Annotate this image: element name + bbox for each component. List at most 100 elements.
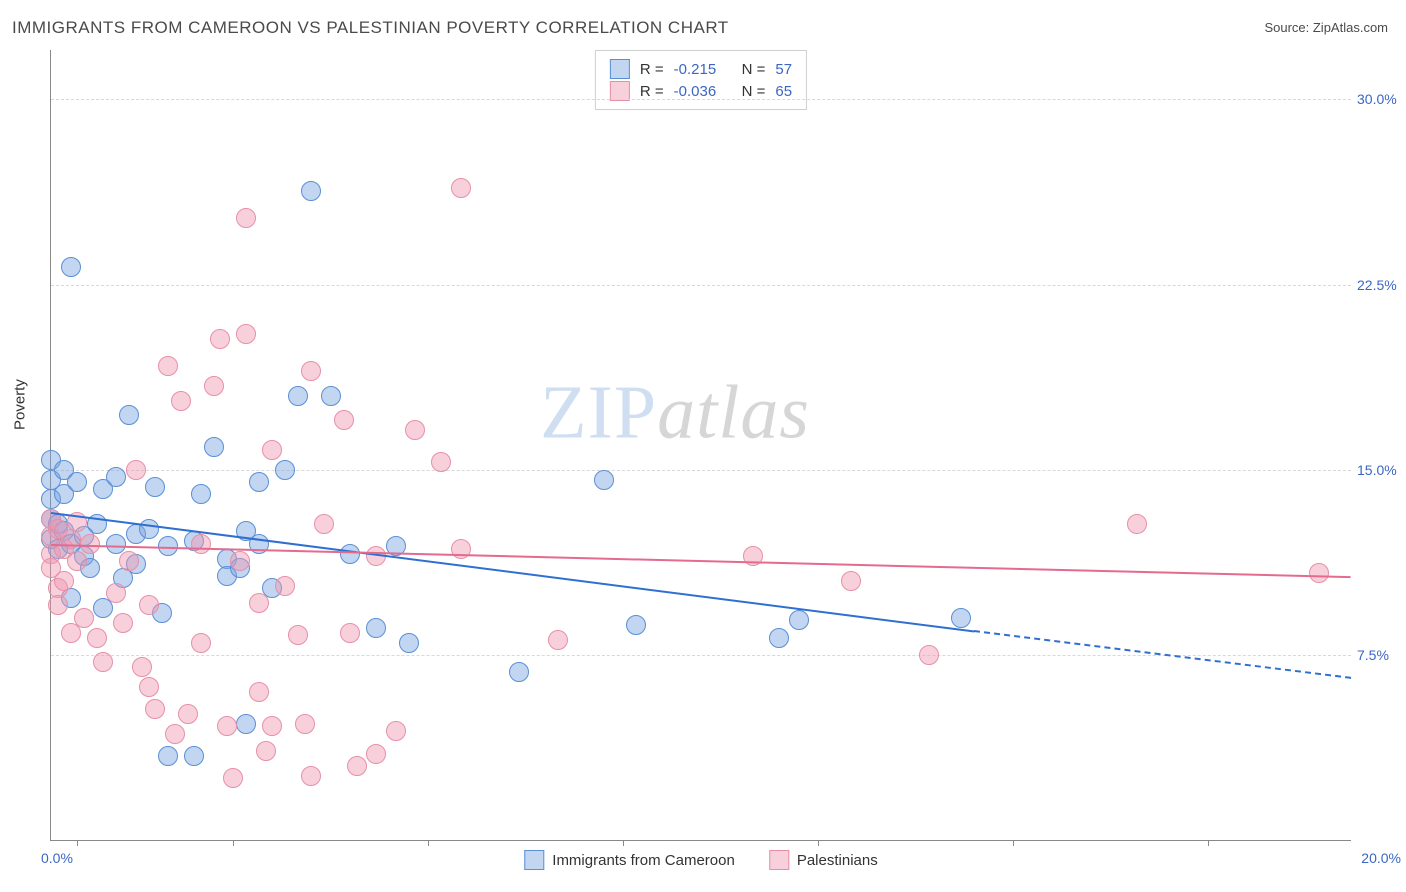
- data-point: [191, 534, 211, 554]
- data-point: [789, 610, 809, 630]
- data-point: [509, 662, 529, 682]
- data-point: [451, 178, 471, 198]
- scatter-plot-area: ZIPatlas R =-0.215N =57R =-0.036N =65 0.…: [50, 50, 1351, 841]
- data-point: [951, 608, 971, 628]
- data-point: [54, 571, 74, 591]
- data-point: [841, 571, 861, 591]
- data-point: [210, 329, 230, 349]
- data-point: [405, 420, 425, 440]
- data-point: [301, 181, 321, 201]
- data-point: [301, 766, 321, 786]
- data-point: [1309, 563, 1329, 583]
- series-legend-label: Palestinians: [797, 852, 878, 869]
- data-point: [204, 376, 224, 396]
- data-point: [301, 361, 321, 381]
- data-point: [139, 595, 159, 615]
- legend-row: R = -0.215 N = 57: [610, 59, 792, 79]
- data-point: [217, 716, 237, 736]
- legend-swatch: [610, 81, 630, 101]
- data-point: [236, 208, 256, 228]
- data-point: [158, 356, 178, 376]
- data-point: [48, 595, 68, 615]
- x-tick: [1208, 840, 1209, 846]
- data-point: [1127, 514, 1147, 534]
- data-point: [106, 534, 126, 554]
- data-point: [386, 721, 406, 741]
- data-point: [184, 746, 204, 766]
- y-axis-label: Poverty: [12, 379, 29, 430]
- data-point: [249, 682, 269, 702]
- data-point: [191, 633, 211, 653]
- legend-swatch: [610, 59, 630, 79]
- data-point: [594, 470, 614, 490]
- data-point: [626, 615, 646, 635]
- gridline: [51, 655, 1351, 656]
- data-point: [769, 628, 789, 648]
- legend-r-value: -0.215: [674, 61, 732, 78]
- data-point: [67, 551, 87, 571]
- data-point: [145, 477, 165, 497]
- legend-swatch: [524, 850, 544, 870]
- data-point: [236, 714, 256, 734]
- x-tick: [428, 840, 429, 846]
- legend-n-value: 65: [775, 83, 792, 100]
- data-point: [340, 623, 360, 643]
- x-tick: [818, 840, 819, 846]
- legend-n-label: N =: [742, 61, 766, 78]
- data-point: [119, 405, 139, 425]
- x-tick: [1013, 840, 1014, 846]
- data-point: [80, 534, 100, 554]
- data-point: [191, 484, 211, 504]
- data-point: [288, 625, 308, 645]
- gridline: [51, 99, 1351, 100]
- data-point: [171, 391, 191, 411]
- data-point: [165, 724, 185, 744]
- trend-line: [51, 512, 974, 632]
- legend-n-label: N =: [742, 83, 766, 100]
- watermark-part1: ZIP: [540, 371, 657, 455]
- data-point: [275, 460, 295, 480]
- y-tick-label: 7.5%: [1357, 647, 1406, 663]
- legend-r-value: -0.036: [674, 83, 732, 100]
- y-tick-label: 15.0%: [1357, 462, 1406, 478]
- data-point: [67, 472, 87, 492]
- data-point: [275, 576, 295, 596]
- x-tick: [77, 840, 78, 846]
- data-point: [295, 714, 315, 734]
- data-point: [132, 657, 152, 677]
- data-point: [145, 699, 165, 719]
- legend-r-label: R =: [640, 61, 664, 78]
- data-point: [919, 645, 939, 665]
- data-point: [334, 410, 354, 430]
- data-point: [366, 744, 386, 764]
- data-point: [249, 593, 269, 613]
- data-point: [249, 472, 269, 492]
- legend-n-value: 57: [775, 61, 792, 78]
- data-point: [139, 677, 159, 697]
- source-attribution: Source: ZipAtlas.com: [1264, 20, 1388, 35]
- watermark: ZIPatlas: [540, 370, 810, 457]
- legend-swatch: [769, 850, 789, 870]
- gridline: [51, 470, 1351, 471]
- x-tick: [233, 840, 234, 846]
- data-point: [119, 551, 139, 571]
- data-point: [230, 551, 250, 571]
- data-point: [347, 756, 367, 776]
- data-point: [399, 633, 419, 653]
- data-point: [262, 716, 282, 736]
- data-point: [256, 741, 276, 761]
- data-point: [340, 544, 360, 564]
- series-legend-item: Palestinians: [769, 850, 878, 870]
- data-point: [106, 583, 126, 603]
- data-point: [548, 630, 568, 650]
- series-legend: Immigrants from Cameroon Palestinians: [524, 850, 877, 870]
- y-tick-label: 30.0%: [1357, 91, 1406, 107]
- data-point: [158, 746, 178, 766]
- data-point: [236, 324, 256, 344]
- data-point: [178, 704, 198, 724]
- legend-r-label: R =: [640, 83, 664, 100]
- data-point: [314, 514, 334, 534]
- x-axis-min-label: 0.0%: [41, 850, 73, 866]
- series-legend-label: Immigrants from Cameroon: [552, 852, 735, 869]
- data-point: [74, 608, 94, 628]
